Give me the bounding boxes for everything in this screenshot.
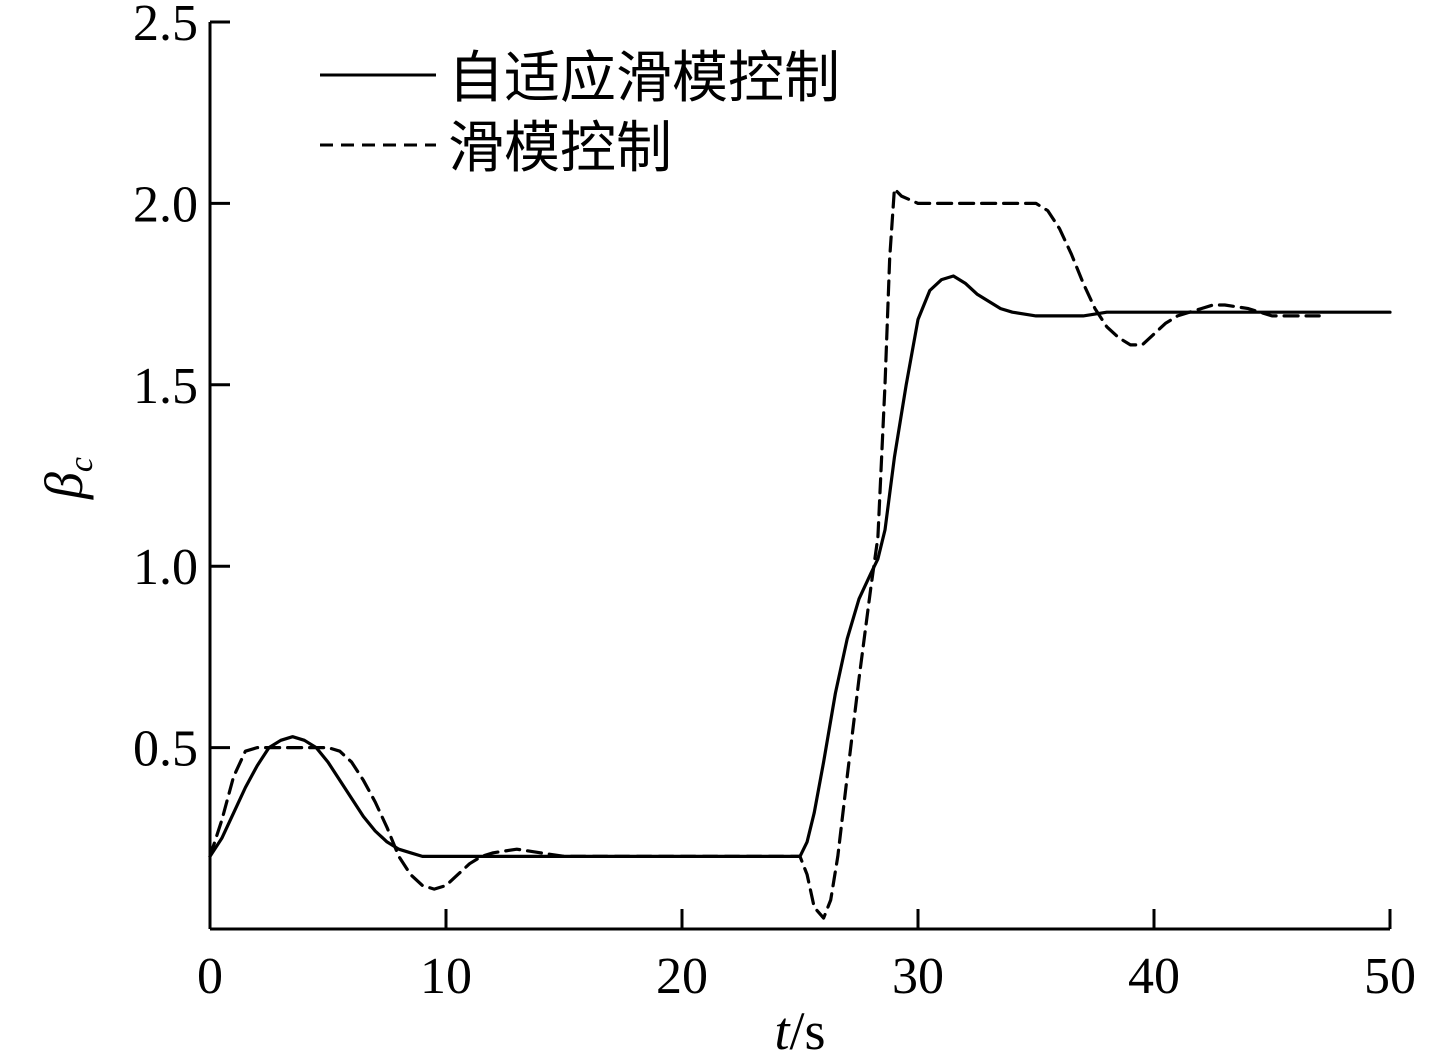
ticks: 0 10 20 30 40 50 0.5 1.0 1.5 2.0 2.5 [133, 0, 1416, 1005]
x-tick-label: 50 [1364, 948, 1416, 1005]
y-tick-label: 2.5 [133, 0, 198, 52]
y-tick-label: 1.5 [133, 358, 198, 415]
x-tick-label: 30 [892, 948, 944, 1005]
series-lines [208, 187, 1392, 920]
y-tick-label: 0.5 [133, 721, 198, 778]
x-axis-label-unit: /s [789, 1001, 825, 1053]
series-line-adaptive-smc [208, 274, 1392, 859]
x-tick-label: 0 [197, 948, 223, 1005]
y-tick-label: 2.0 [133, 176, 198, 233]
series-line-smc [208, 187, 1321, 920]
x-axis-label-variable: t [774, 1001, 791, 1053]
legend-label-smc: 滑模控制 [448, 116, 672, 181]
x-tick-label: 10 [420, 948, 472, 1005]
x-tick-label: 20 [656, 948, 708, 1005]
legend-label-adaptive-smc: 自适应滑模控制 [448, 46, 840, 111]
x-tick-label: 40 [1128, 948, 1180, 1005]
y-axis-label-subscript: c [63, 457, 100, 472]
y-axis-label: βc [34, 457, 100, 500]
x-axis-label: t/s [774, 1001, 825, 1053]
axes [208, 22, 1390, 931]
y-axis-label-symbol: β [34, 472, 94, 500]
legend: 自适应滑模控制 滑模控制 [320, 46, 840, 181]
y-tick-label: 1.0 [133, 539, 198, 596]
